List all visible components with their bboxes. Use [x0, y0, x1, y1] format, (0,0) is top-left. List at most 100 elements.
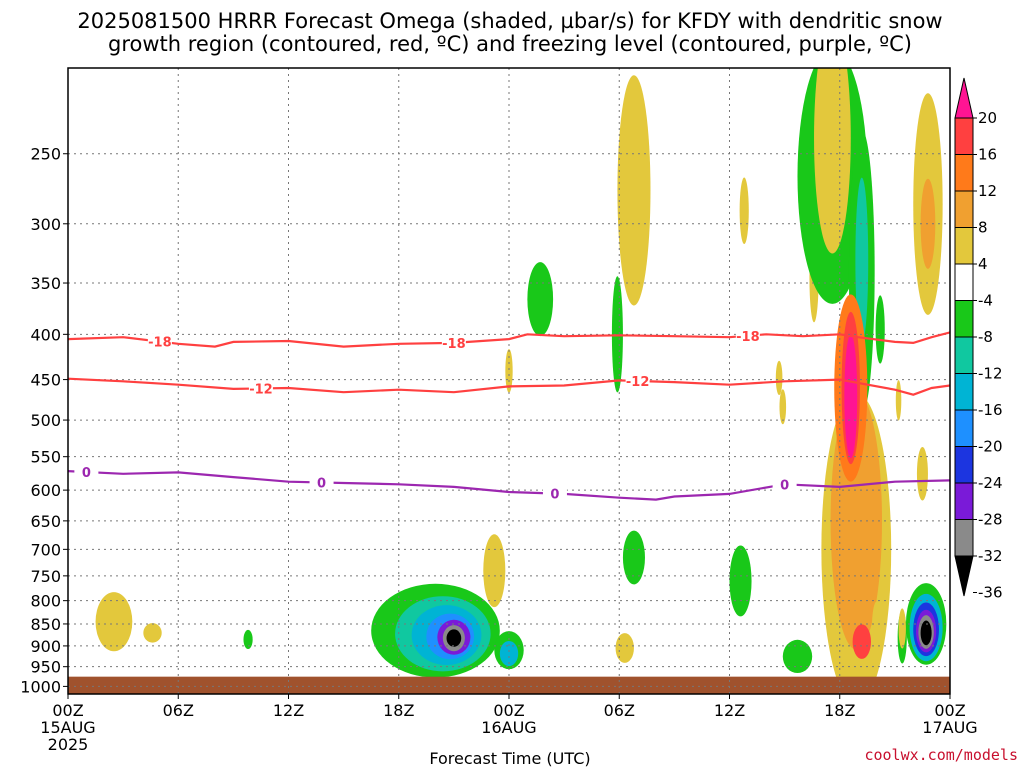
colorbar-label-11: -28	[978, 511, 1003, 529]
colorbar-segment-5	[954, 263, 974, 301]
colorbar-segment-3	[954, 190, 974, 228]
omega-region-47	[920, 620, 932, 646]
chart-title-line1: 2025081500 HRRR Forecast Omega (shaded, …	[77, 9, 942, 33]
omega-shading	[95, 68, 947, 694]
omega-region-13	[527, 262, 554, 337]
omega-region-14	[505, 349, 513, 393]
x-tick-label-24: 00Z	[493, 701, 524, 720]
contour-label-2-1: 0	[317, 476, 326, 491]
x-tick-label-6: 06Z	[163, 701, 194, 720]
contour-label-bg-1-0	[248, 380, 273, 396]
x-tick-date-24: 16AUG	[481, 718, 536, 737]
contour-label-1-1: -12	[626, 375, 650, 390]
contour-label-2-2: 0	[550, 488, 559, 503]
omega-region-0	[95, 592, 133, 652]
contour-line-1	[68, 377, 950, 396]
chart-title-line2: growth region (contoured, red, ºC) and f…	[108, 32, 912, 56]
contour-label-bg-2-2	[542, 485, 567, 501]
colorbar-bottom-arrow	[954, 555, 974, 597]
omega-region-22	[779, 389, 787, 425]
y-tick-label-350: 350	[30, 274, 61, 293]
omega-region-9	[446, 629, 462, 647]
colorbar-label-6: -8	[978, 328, 993, 346]
x-tick-label-0: 00Z	[52, 701, 83, 720]
y-tick-label-650: 650	[30, 512, 61, 531]
y-tick-label-950: 950	[30, 658, 61, 677]
contour-label-2-3: 0	[780, 478, 789, 493]
omega-region-35	[875, 295, 885, 364]
colorbar-segment-4	[954, 227, 974, 265]
colorbar-segment-7	[954, 336, 974, 374]
x-tick-label-30: 06Z	[604, 701, 635, 720]
omega-region-28	[814, 68, 851, 254]
colorbar-label-10: -24	[978, 474, 1003, 492]
omega-region-33	[844, 334, 858, 459]
x-tick-label-48: 00Z	[934, 701, 965, 720]
y-tick-label-250: 250	[30, 145, 61, 164]
omega-region-2	[243, 629, 253, 650]
y-tick-label-1000: 1000	[20, 677, 61, 696]
contour-label-bg-2-3	[772, 476, 797, 492]
x-tick-date-0: 15AUG	[40, 718, 95, 737]
omega-region-17	[615, 633, 634, 663]
x-axis-label: Forecast Time (UTC)	[429, 749, 590, 768]
y-tick-label-450: 450	[30, 371, 61, 390]
x-tick-year-0: 2025	[48, 735, 89, 754]
contour-label-0-1: -18	[442, 337, 466, 352]
colorbar: 20 16 12 8 4 -4 -8 -12 -16 -20 -24 -28 -32 -36	[954, 77, 1003, 602]
omega-region-48	[898, 608, 906, 649]
contour-line-0	[68, 331, 950, 348]
y-axis-ticks: 250 300 350 400 450 500 550 600 650 700 750 800 850 9…	[20, 145, 68, 696]
colorbar-segment-8	[954, 373, 974, 411]
contour-label-bg-0-0	[147, 333, 172, 349]
omega-region-1	[143, 623, 162, 643]
omega-region-15	[617, 75, 651, 306]
omega-region-21	[775, 360, 783, 396]
ground-bar	[68, 676, 950, 694]
colorbar-label-1: 16	[978, 146, 997, 164]
y-tick-label-600: 600	[30, 481, 61, 500]
colorbar-label-0: 20	[978, 109, 997, 127]
credit-text: coolwx.com/models	[864, 746, 1018, 764]
y-tick-label-850: 850	[30, 615, 61, 634]
omega-region-36	[895, 380, 902, 421]
x-tick-label-18: 18Z	[383, 701, 414, 720]
colorbar-label-4: 4	[978, 255, 988, 273]
contour-label-1-0: -12	[249, 382, 273, 397]
colorbar-segment-10	[954, 446, 974, 484]
omega-region-34	[852, 624, 871, 659]
colorbar-label-8: -16	[978, 401, 1003, 419]
x-tick-label-42: 18Z	[824, 701, 855, 720]
contour-label-bg-2-1	[309, 474, 334, 490]
colorbar-segment-2	[954, 154, 974, 192]
y-tick-label-400: 400	[30, 325, 61, 344]
omega-region-37	[871, 601, 882, 656]
colorbar-label-9: -20	[978, 438, 1003, 456]
contour-label-2-0: 0	[82, 466, 91, 481]
x-tick-date-48: 17AUG	[922, 718, 977, 737]
contour-label-bg-1-1	[625, 373, 650, 389]
colorbar-top-arrow	[954, 77, 974, 119]
omega-region-18	[622, 530, 645, 585]
colorbar-segment-9	[954, 409, 974, 447]
colorbar-label-7: -12	[978, 365, 1003, 383]
y-tick-label-500: 500	[30, 411, 61, 430]
contour-label-0-0: -18	[148, 336, 172, 351]
omega-region-23	[782, 639, 813, 674]
colorbar-segment-6	[954, 300, 974, 338]
colorbar-segment-11	[954, 482, 974, 520]
contour-label-bg-0-1	[441, 334, 466, 350]
x-tick-label-12: 12Z	[273, 701, 304, 720]
colorbar-label-12: -32	[978, 547, 1003, 565]
y-tick-label-300: 300	[30, 215, 61, 234]
omega-region-10	[483, 534, 506, 608]
contour-label-0-2: -18	[736, 330, 760, 345]
x-tick-label-36: 12Z	[714, 701, 745, 720]
omega-region-20	[739, 177, 749, 244]
colorbar-segment-12	[954, 519, 974, 557]
omega-region-19	[729, 545, 752, 617]
colorbar-label-5: -4	[978, 292, 993, 310]
omega-region-12	[499, 640, 519, 667]
